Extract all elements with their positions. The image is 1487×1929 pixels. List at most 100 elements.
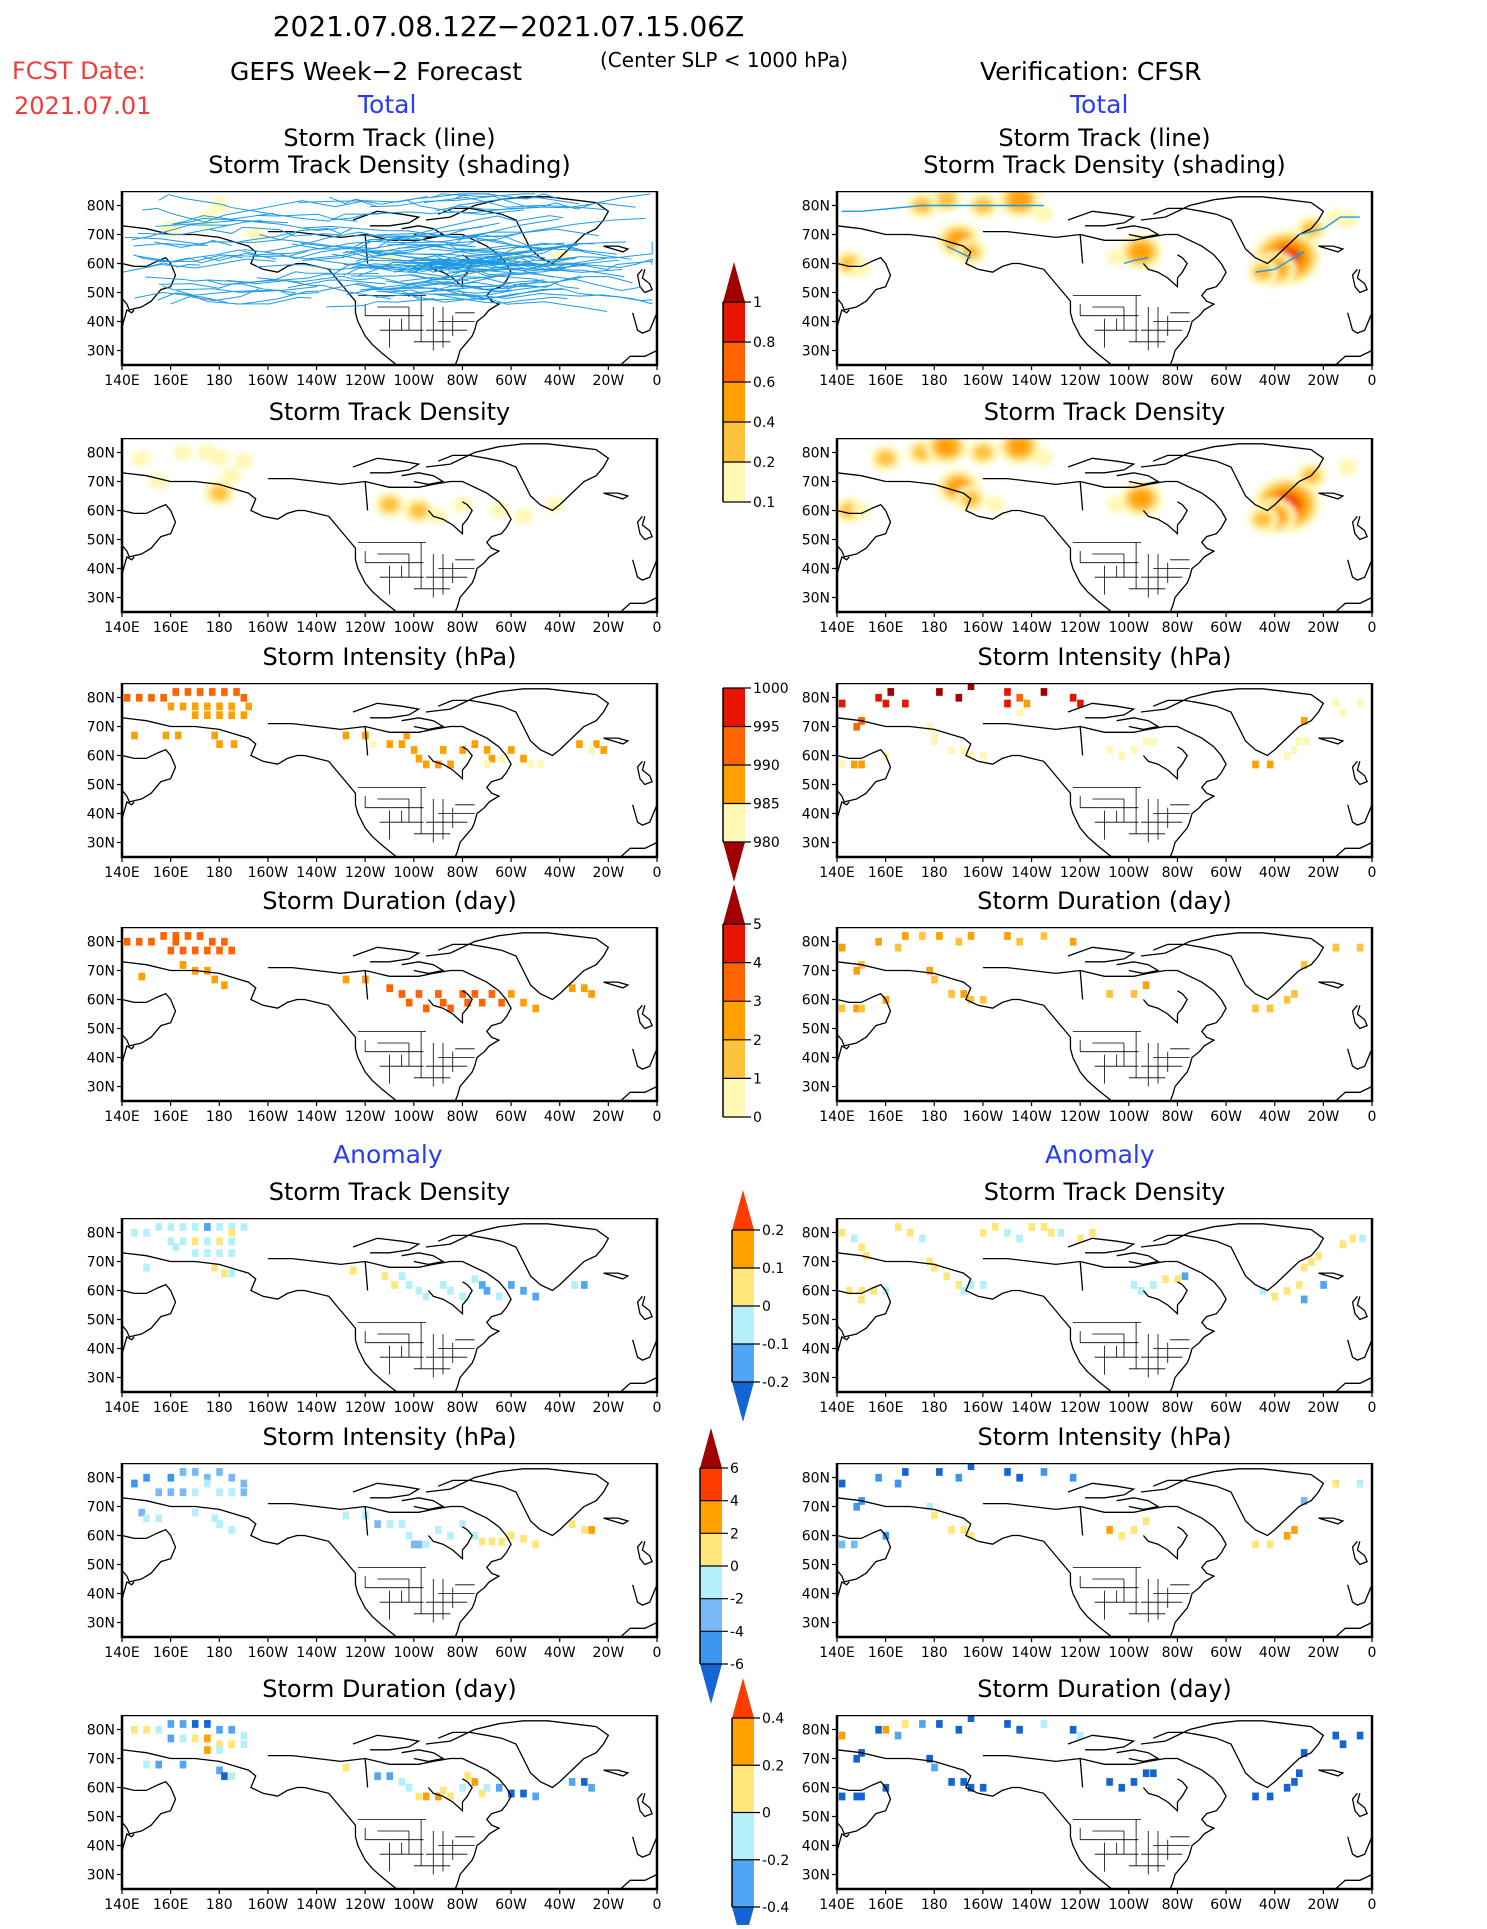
- grid-cell: [960, 990, 967, 998]
- storm-track-line: [255, 259, 535, 274]
- grid-cell: [1339, 1240, 1347, 1249]
- grid-cell: [1332, 1479, 1340, 1488]
- grid-cell: [381, 1272, 389, 1281]
- storm-track-line: [239, 227, 354, 243]
- map-panel-fc_intensity_anom: 80N 70N 60N 50N 40N 30N 140E 160E 180 160W 140W 120…: [87, 1463, 661, 1661]
- map-panel-vf_duration_anom: 80N 70N 60N 50N 40N 30N 140E 160E 180 160W 140W 120…: [802, 1715, 1376, 1913]
- grid-cell: [508, 1789, 515, 1798]
- panel-title: Storm Track Density: [40, 1179, 740, 1206]
- grid-cell: [143, 1514, 150, 1523]
- coastline: [982, 966, 1227, 1101]
- panel-title-line: Storm Duration (day): [977, 887, 1232, 915]
- grid-cell: [1356, 1479, 1364, 1488]
- density-blob: [1107, 496, 1127, 513]
- grid-cell: [495, 1783, 503, 1792]
- lat-tick-label: 40N: [87, 807, 115, 823]
- grid-cell: [520, 1286, 527, 1295]
- grid-cell: [204, 711, 211, 720]
- grid-cell: [191, 1488, 199, 1497]
- colorbar-segment: [723, 765, 745, 804]
- grid-cell: [211, 1514, 218, 1523]
- lon-tick-label: 180: [206, 1645, 233, 1661]
- coastline: [632, 1339, 657, 1361]
- storm-track-line: [429, 248, 514, 256]
- storm-track-line: [404, 255, 623, 273]
- grid-cell: [1320, 1281, 1327, 1289]
- grid-cell: [148, 937, 155, 946]
- grid-cell: [1150, 1769, 1157, 1778]
- storm-track-line: [158, 194, 379, 222]
- grid-cell: [568, 1778, 576, 1786]
- colorbar-under-arrow: [723, 842, 745, 882]
- coastline: [1142, 501, 1188, 536]
- coastline: [837, 800, 850, 820]
- storm-track-line: [227, 279, 392, 300]
- colorbar-segment: [732, 1268, 754, 1306]
- coastline: [1351, 515, 1368, 541]
- lon-tick-label: 40W: [1259, 1645, 1291, 1661]
- lat-tick-label: 30N: [87, 1371, 115, 1387]
- lon-tick-label: 60W: [495, 620, 527, 636]
- grid-cell: [1040, 1468, 1048, 1476]
- colorbar-segment: [732, 1859, 754, 1907]
- colorbar-duration_total: 0 1 2 3 4 5: [722, 884, 762, 1126]
- storm-track-line: [133, 243, 208, 247]
- grid-cell: [532, 1004, 539, 1013]
- storm-track-line: [138, 241, 371, 263]
- map-panel-vf_intensity_anom: 80N 70N 60N 50N 40N 30N 140E 160E 180 160W 140W 120…: [802, 1463, 1376, 1661]
- map-frame: [120, 438, 659, 614]
- grid-cell: [1137, 1286, 1145, 1295]
- lon-tick-label: 40W: [1259, 620, 1291, 636]
- grid-cell: [240, 1479, 248, 1488]
- lon-tick-label: 160W: [963, 1645, 1004, 1661]
- coastline: [401, 1497, 445, 1511]
- grid-cell: [221, 1269, 228, 1278]
- data-layer: [838, 1715, 1364, 1801]
- grid-cell: [1300, 1295, 1308, 1304]
- lat-tick-label: 50N: [802, 533, 830, 549]
- panel-title-line: Storm Duration (day): [262, 887, 517, 915]
- lat-tick-label: 40N: [87, 1342, 115, 1358]
- grid-cell: [459, 990, 466, 998]
- lon-tick-label: 100W: [1109, 373, 1150, 389]
- lon-tick-label: 140W: [296, 1645, 337, 1661]
- storm-track-line: [124, 236, 232, 246]
- coastlines: [837, 443, 1372, 612]
- grid-cell: [342, 1763, 350, 1772]
- grid-cell: [1283, 1531, 1291, 1540]
- lon-tick-label: 60W: [1210, 1400, 1242, 1416]
- grid-cell: [936, 688, 943, 696]
- grid-cell: [211, 731, 218, 740]
- grid-cell: [1266, 1004, 1274, 1013]
- grid-cell: [204, 1746, 211, 1754]
- lon-tick-label: 60W: [495, 865, 527, 881]
- grid-cell: [1106, 1526, 1113, 1534]
- grid-cell: [520, 1789, 527, 1798]
- density-blob: [1252, 264, 1273, 281]
- storm-track-line: [309, 257, 578, 273]
- lon-tick-label: 40W: [1259, 1400, 1291, 1416]
- storm-track-line: [375, 284, 552, 298]
- lon-tick-label: 120W: [1060, 1400, 1101, 1416]
- lat-tick-label: 60N: [802, 993, 830, 1009]
- coastline: [122, 748, 177, 803]
- lat-tick-label: 30N: [802, 1616, 830, 1632]
- lat-tick-label: 60N: [87, 993, 115, 1009]
- lon-tick-label: 40W: [544, 373, 576, 389]
- lat-tick-label: 60N: [802, 749, 830, 765]
- lon-tick-label: 40W: [544, 1109, 576, 1125]
- coastline: [122, 800, 135, 820]
- grid-cell: [967, 932, 975, 940]
- lon-tick-label: 140E: [104, 620, 140, 636]
- lon-tick-label: 80W: [1162, 373, 1194, 389]
- coastline: [267, 477, 512, 612]
- grid-cell: [926, 966, 933, 975]
- grid-cell: [374, 1772, 381, 1781]
- lat-tick-label: 50N: [802, 1313, 830, 1329]
- grid-cell: [1004, 699, 1011, 708]
- lat-tick-label: 40N: [87, 315, 115, 331]
- lat-tick-label: 30N: [802, 1868, 830, 1884]
- density-blob: [513, 508, 533, 525]
- grid-cell: [955, 1725, 963, 1734]
- coastline: [425, 932, 610, 1001]
